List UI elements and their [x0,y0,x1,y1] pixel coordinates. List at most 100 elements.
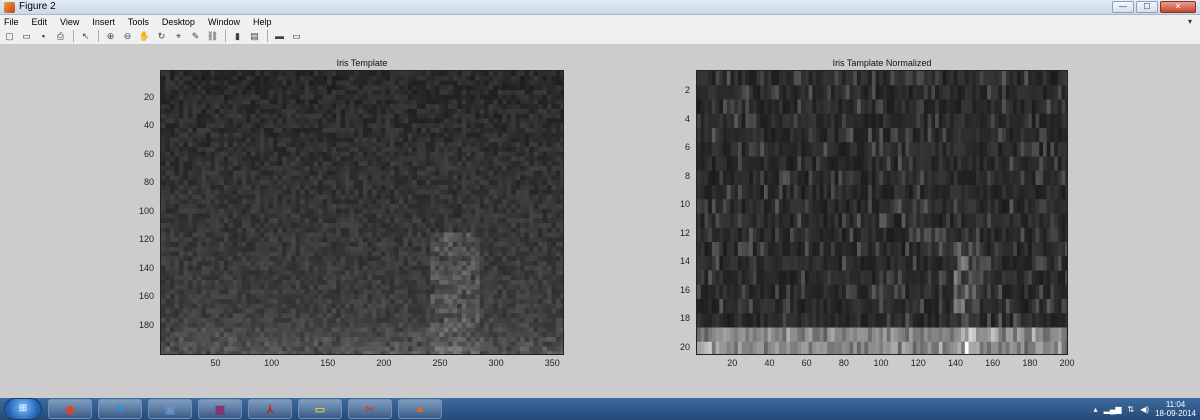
image-pixel [533,303,539,309]
menu-help[interactable]: Help [252,16,272,27]
menu-tools[interactable]: Tools [127,16,149,27]
image-pixel [295,185,301,191]
image-pixel [178,280,184,286]
open-file-icon[interactable]: ▭ [22,31,31,41]
image-pixel [192,275,198,281]
maximize-button[interactable]: ☐ [1136,1,1158,13]
image-pixel [421,75,427,81]
menu-view[interactable]: View [60,16,80,27]
image-pixel [493,242,499,248]
title-bar[interactable]: Figure 2 — ☐ ✕ [0,0,1200,15]
image-pixel [479,327,485,333]
data-cursor-icon[interactable]: ⌖ [175,31,182,41]
select-arrow-icon[interactable]: ↖ [81,31,90,41]
menu-overflow-arrow-icon[interactable]: ▾ [1187,17,1192,26]
image-pixel [524,156,530,162]
menu-file[interactable]: File [4,16,19,27]
image-pixel [529,208,535,214]
image-pixel [533,218,539,224]
zoom-out-icon[interactable]: ⊖ [123,31,132,41]
image-pixel [358,218,364,224]
zoom-in-icon[interactable]: ⊕ [106,31,115,41]
show-plot-tools-icon[interactable]: ▭ [292,31,301,41]
menu-edit[interactable]: Edit [31,16,48,27]
image-pixel [367,251,373,257]
legend-icon[interactable]: ▤ [250,31,259,41]
rotate-3d-icon[interactable]: ↻ [157,31,166,41]
new-figure-icon[interactable]: ▢ [5,31,14,41]
image-pixel [398,156,404,162]
link-plot-icon[interactable]: ⛓ [206,31,219,41]
image-pixel [403,123,409,129]
image-pixel [412,104,418,110]
image-pixel [169,284,175,290]
image-pixel [416,270,422,276]
menu-window[interactable]: Window [207,16,240,27]
image-pixel [547,109,553,115]
image-pixel [547,94,553,100]
image-pixel [380,147,386,153]
image-pixel [475,327,481,333]
minimize-button[interactable]: — [1112,1,1134,13]
hide-plot-tools-icon[interactable]: ▬ [275,31,284,41]
image-pixel [470,284,476,290]
image-pixel [219,137,225,143]
image-pixel [196,170,202,176]
image-pixel [493,90,499,96]
image-pixel [416,137,422,143]
image-pixel [354,175,360,181]
image-pixel [237,99,243,105]
image-pixel [282,194,288,200]
image-pixel [430,71,436,77]
pan-hand-icon[interactable]: ✋ [138,31,151,41]
image-pixel [210,251,216,257]
image-pixel [475,275,481,281]
image-pixel [273,147,279,153]
close-button[interactable]: ✕ [1160,1,1196,13]
image-pixel [161,261,166,267]
image-pixel [313,166,319,172]
image-pixel [291,289,297,295]
image-pixel [205,218,211,224]
image-pixel [407,151,413,157]
image-pixel [394,208,400,214]
image-pixel [542,170,548,176]
image-pixel [511,109,517,115]
image-pixel [371,199,377,205]
print-icon[interactable]: ⎙ [56,31,65,41]
image-pixel [205,137,211,143]
menu-insert[interactable]: Insert [92,16,115,27]
brush-icon[interactable]: ✎ [191,31,200,41]
image-pixel [502,85,508,91]
image-pixel [228,147,234,153]
image-pixel [327,185,333,191]
iris-template-image[interactable] [160,70,564,355]
image-pixel [205,99,211,105]
image-pixel [529,142,535,148]
image-pixel [241,99,247,105]
image-pixel [376,151,382,157]
image-pixel [300,237,306,243]
image-pixel [497,289,503,295]
image-pixel [448,166,454,172]
image-pixel [327,113,333,119]
image-pixel [403,90,409,96]
image-pixel [367,289,373,295]
image-pixel [174,213,180,219]
image-pixel [538,175,544,181]
image-pixel [196,132,202,138]
image-pixel [466,275,472,281]
menu-desktop[interactable]: Desktop [161,16,195,27]
image-pixel [412,232,418,238]
colorbar-icon[interactable]: ▮ [235,31,240,41]
image-pixel [174,142,180,148]
image-pixel [363,170,368,176]
save-icon[interactable]: ▪ [41,31,46,41]
image-pixel [309,308,315,314]
image-pixel [475,109,481,115]
image-pixel [174,270,180,276]
image-pixel [475,156,481,162]
image-pixel [515,175,521,181]
image-pixel [430,246,436,252]
image-pixel [228,303,234,309]
